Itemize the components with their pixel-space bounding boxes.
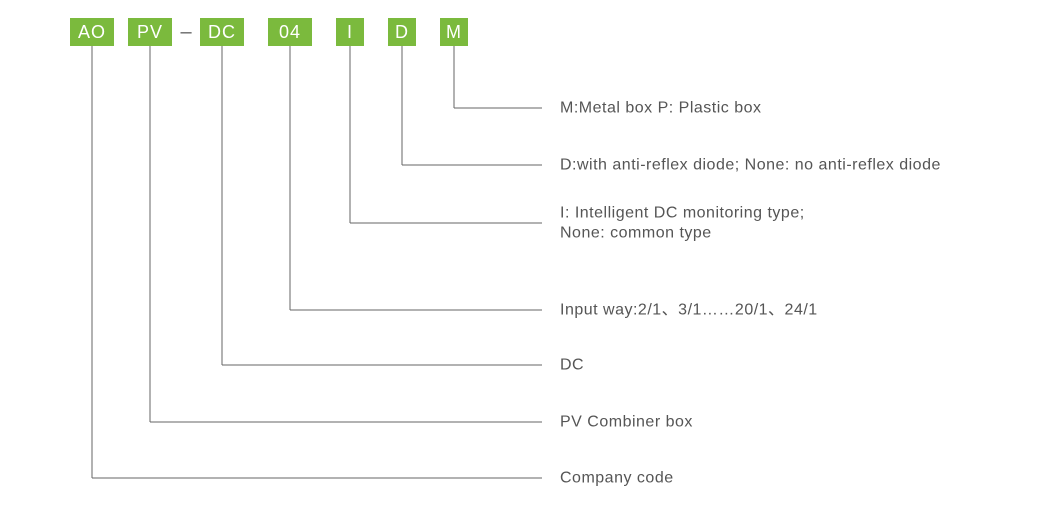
box-04: 04 (268, 18, 312, 46)
desc-d: D:with anti-reflex diode; None: no anti-… (560, 157, 941, 174)
desc-04: Input way:2/1、3/1……20/1、24/1 (560, 302, 818, 319)
desc-i: I: Intelligent DC monitoring type; None: … (560, 205, 805, 242)
desc-04-line-0: Input way:2/1、3/1……20/1、24/1 (560, 302, 818, 319)
desc-i-line-1: None: common type (560, 225, 712, 242)
box-dc-label: DC (208, 22, 236, 42)
box-d: D (388, 18, 416, 46)
box-pv: PV (128, 18, 172, 46)
box-pv-label: PV (137, 22, 163, 42)
desc-m-line-0: M:Metal box P: Plastic box (560, 100, 762, 117)
box-d-label: D (395, 22, 409, 42)
desc-pv: PV Combiner box (560, 414, 693, 431)
box-ao-label: AO (78, 22, 106, 42)
box-i: I (336, 18, 364, 46)
model-code-diagram: AO PV DC 04 I D M – M:Metal box P: Plastic box D:… (0, 0, 1060, 514)
desc-d-line-0: D:with anti-reflex diode; None: no anti-… (560, 157, 941, 174)
desc-dc: DC (560, 357, 584, 374)
desc-m: M:Metal box P: Plastic box (560, 100, 762, 117)
desc-pv-line-0: PV Combiner box (560, 414, 693, 431)
box-04-label: 04 (279, 22, 301, 42)
desc-ao: Company code (560, 470, 674, 487)
box-i-label: I (347, 22, 353, 42)
box-dc: DC (200, 18, 244, 46)
desc-dc-line-0: DC (560, 357, 584, 374)
desc-i-line-0: I: Intelligent DC monitoring type; (560, 205, 805, 222)
box-m-label: M (446, 22, 462, 42)
box-ao: AO (70, 18, 114, 46)
desc-ao-line-0: Company code (560, 470, 674, 487)
box-m: M (440, 18, 468, 46)
separator-dash: – (180, 21, 192, 43)
